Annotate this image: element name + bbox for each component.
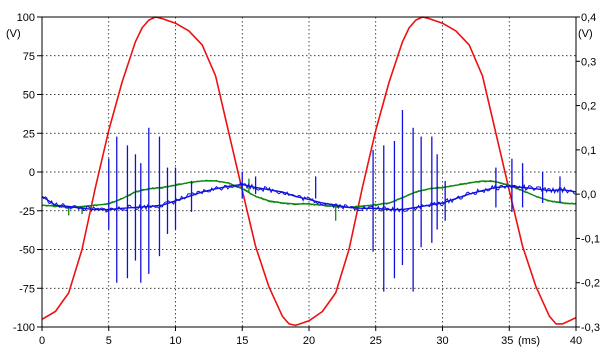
axis-layer: 0 5 10 15 20 25 30 40 35 100 75 50 25 0 -25 -50 -75 -100 0…: [13, 12, 600, 347]
y-left-tick-label: -100: [13, 322, 35, 334]
y-left-tick-label: -50: [19, 245, 35, 257]
x-unit-label: (ms): [518, 335, 540, 347]
y-right-tick-label: 0,2: [581, 101, 596, 113]
x-tick-label: 10: [169, 335, 181, 347]
x-tick-label: 20: [303, 335, 315, 347]
y-right-tick-label: 0,0: [581, 189, 596, 201]
x-tick-label: 15: [236, 335, 248, 347]
y-right-tick-label: -0,2: [581, 278, 600, 290]
y-right-tick-label: 0,4: [581, 12, 596, 24]
y-left-unit-label: (V): [6, 28, 21, 40]
y-left-tick-label: -25: [19, 206, 35, 218]
series-layer: [41, 16, 577, 327]
y-left-tick-label: 50: [23, 90, 35, 102]
y-left-tick-label: 25: [23, 128, 35, 140]
y-right-tick-label: 0,1: [581, 145, 596, 157]
y-left-tick-label: 75: [23, 51, 35, 63]
x-tick-label: 0: [39, 335, 45, 347]
x-tick-label: 35: [501, 335, 513, 347]
series-noise-blue: [41, 181, 576, 214]
x-tick-label: 30: [436, 335, 448, 347]
y-left-tick-label: 0: [29, 167, 35, 179]
y-right-tick-label: 0,3: [581, 56, 596, 68]
x-tick-label: 5: [106, 335, 112, 347]
y-left-tick-label: -75: [19, 283, 35, 295]
y-right-tick-label: -0,1: [581, 233, 600, 245]
series-line-red: [41, 16, 577, 327]
y-right-tick-label: -0,3: [581, 322, 600, 334]
y-right-unit-label: (V): [578, 28, 593, 40]
y-left-tick-label: 100: [17, 12, 35, 24]
series-noise-green: [41, 179, 576, 209]
x-tick-label: 25: [370, 335, 382, 347]
x-tick-label: 40: [570, 335, 582, 347]
